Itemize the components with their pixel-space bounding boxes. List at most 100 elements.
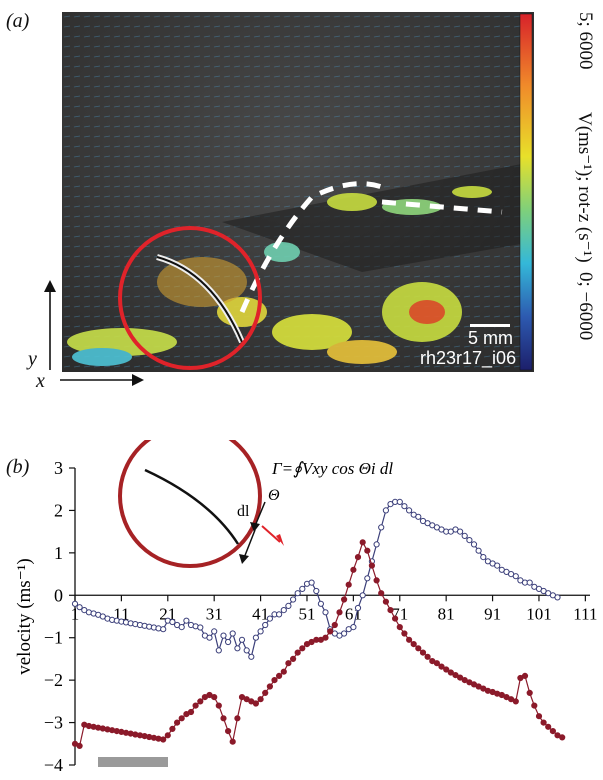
- series-line: [74, 501, 558, 659]
- data-point: [373, 577, 380, 584]
- data-point: [266, 615, 273, 622]
- series-1: [71, 498, 561, 660]
- y-axis-letter: y: [28, 348, 37, 370]
- data-point: [290, 655, 297, 662]
- data-point: [262, 621, 269, 629]
- data-point: [225, 638, 232, 646]
- x-tick-label: 21: [159, 604, 176, 623]
- data-point: [299, 645, 306, 652]
- data-point: [243, 647, 250, 654]
- inset-diagram: dl Θ Γ=∮Vxy cos Θi dl: [118, 440, 393, 568]
- data-point: [294, 590, 301, 597]
- data-point: [178, 624, 185, 631]
- y-tick-label: −2: [44, 670, 63, 690]
- data-point: [294, 649, 301, 656]
- data-point: [197, 624, 204, 631]
- circulation-circle: [118, 226, 262, 370]
- data-point: [424, 653, 431, 660]
- y-tick-label: 0: [54, 585, 63, 605]
- data-point: [475, 547, 482, 554]
- data-point: [350, 624, 357, 631]
- data-point: [174, 719, 181, 726]
- scale-bar: [470, 324, 510, 327]
- data-point: [387, 607, 394, 614]
- inset-foil: [144, 468, 240, 545]
- scale-bar-label: 5 mm: [468, 328, 513, 348]
- data-point: [521, 672, 529, 679]
- axis-arrows: [44, 280, 144, 386]
- run-id-label: rh23r17_i06: [420, 348, 517, 368]
- data-point: [211, 628, 218, 635]
- data-point: [415, 513, 422, 520]
- data-point: [512, 573, 519, 580]
- data-point: [169, 618, 176, 626]
- inset-circle: [118, 440, 262, 568]
- data-point: [406, 636, 413, 643]
- data-point: [540, 719, 547, 726]
- data-point: [197, 698, 204, 705]
- data-point: [350, 566, 357, 573]
- y-tick-label: −4: [44, 755, 63, 775]
- data-point: [559, 734, 566, 741]
- data-point: [535, 713, 543, 720]
- data-point: [410, 641, 417, 648]
- y-tick-label: 2: [54, 500, 63, 520]
- data-point: [317, 600, 324, 607]
- series-line: [74, 540, 563, 747]
- data-point: [215, 702, 222, 709]
- data-point: [354, 554, 362, 561]
- x-tick-label: 91: [484, 604, 501, 623]
- x-axis-letter: x: [36, 370, 45, 392]
- data-point: [160, 736, 167, 743]
- data-point: [364, 547, 371, 554]
- data-point: [178, 715, 185, 722]
- data-point: [526, 579, 533, 586]
- data-point: [285, 660, 292, 667]
- data-point: [257, 696, 264, 703]
- data-point: [368, 562, 375, 569]
- data-point: [234, 645, 241, 652]
- data-point: [392, 615, 399, 622]
- data-point: [262, 689, 269, 696]
- data-point: [220, 715, 227, 722]
- data-point: [238, 636, 246, 643]
- data-point: [396, 624, 403, 631]
- data-point: [545, 723, 552, 730]
- data-point: [76, 604, 83, 611]
- data-point: [229, 630, 236, 637]
- data-point: [512, 698, 519, 705]
- y-tick-label: 3: [54, 458, 63, 478]
- data-point: [401, 503, 408, 510]
- data-point: [401, 630, 408, 637]
- colorbar-title: V(ms⁻¹); rot-z (s⁻¹): [574, 112, 595, 263]
- data-point: [359, 539, 366, 546]
- data-point: [257, 628, 264, 635]
- data-point: [299, 585, 306, 592]
- data-point: [169, 725, 176, 732]
- data-point: [382, 598, 389, 605]
- data-point: [160, 626, 167, 633]
- data-point: [336, 609, 343, 616]
- grey-marker-bar: [98, 757, 168, 767]
- y-tick-label: 1: [54, 543, 63, 563]
- data-point: [470, 541, 478, 548]
- data-point: [271, 677, 278, 684]
- data-point: [192, 702, 199, 709]
- data-point: [229, 738, 236, 745]
- data-point: [290, 596, 297, 603]
- data-point: [215, 647, 222, 654]
- data-point: [443, 666, 450, 673]
- vorticity-patches: [67, 186, 492, 366]
- x-tick-label: 31: [206, 604, 223, 623]
- data-point: [549, 728, 557, 735]
- data-point: [466, 537, 473, 544]
- data-point: [331, 621, 338, 629]
- series-2: [71, 539, 566, 749]
- data-point: [211, 694, 218, 701]
- data-point: [313, 587, 320, 595]
- circulation-equation: Γ=∮Vxy cos Θi dl: [271, 459, 393, 478]
- data-point: [280, 668, 287, 675]
- data-point: [327, 628, 334, 635]
- data-point: [461, 532, 468, 540]
- data-point: [341, 596, 348, 603]
